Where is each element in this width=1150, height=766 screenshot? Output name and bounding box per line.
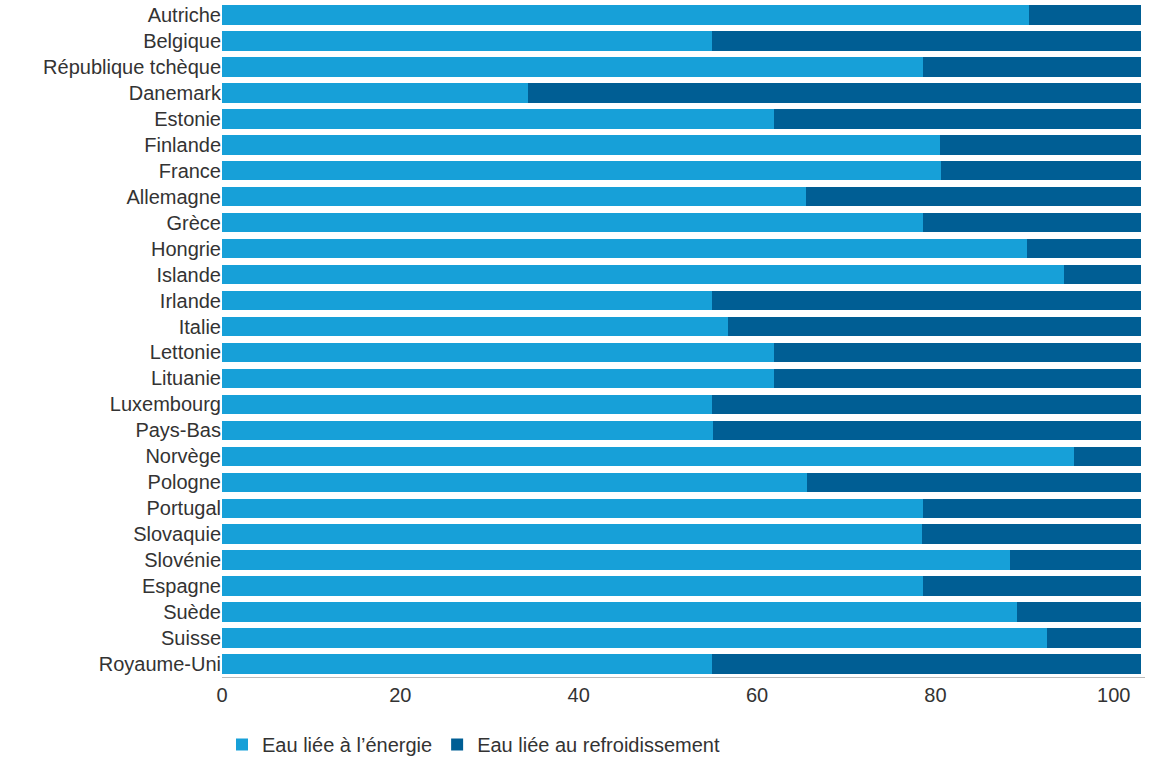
svg-text:Irlande: Irlande xyxy=(160,290,221,312)
svg-text:Hongrie: Hongrie xyxy=(151,238,221,260)
svg-text:Pologne: Pologne xyxy=(148,471,221,493)
svg-text:Pays-Bas: Pays-Bas xyxy=(135,419,221,441)
svg-text:Eau liée au refroidissement: Eau liée au refroidissement xyxy=(477,734,720,756)
svg-text:France: France xyxy=(159,160,221,182)
svg-text:Lettonie: Lettonie xyxy=(150,341,221,363)
svg-text:60: 60 xyxy=(746,684,768,706)
svg-text:Islande: Islande xyxy=(157,264,222,286)
svg-text:Grèce: Grèce xyxy=(167,212,221,234)
svg-text:Autriche: Autriche xyxy=(148,4,221,26)
svg-text:Slovénie: Slovénie xyxy=(144,549,221,571)
svg-text:Lituanie: Lituanie xyxy=(151,367,221,389)
svg-text:République tchèque: République tchèque xyxy=(43,56,221,78)
svg-text:0: 0 xyxy=(216,684,227,706)
svg-text:100: 100 xyxy=(1097,684,1130,706)
svg-text:Danemark: Danemark xyxy=(129,82,222,104)
svg-text:Norvège: Norvège xyxy=(145,445,221,467)
svg-text:Suisse: Suisse xyxy=(161,627,221,649)
svg-text:40: 40 xyxy=(568,684,590,706)
svg-text:Eau liée à l’énergie: Eau liée à l’énergie xyxy=(262,734,432,756)
svg-text:Belgique: Belgique xyxy=(143,30,221,52)
svg-text:Royaume-Uni: Royaume-Uni xyxy=(99,653,221,675)
svg-text:Finlande: Finlande xyxy=(144,134,221,156)
svg-text:20: 20 xyxy=(389,684,411,706)
svg-text:Slovaquie: Slovaquie xyxy=(133,523,221,545)
svg-text:Espagne: Espagne xyxy=(142,575,221,597)
svg-text:Estonie: Estonie xyxy=(154,108,221,130)
svg-text:80: 80 xyxy=(924,684,946,706)
svg-text:Italie: Italie xyxy=(179,316,221,338)
svg-text:Allemagne: Allemagne xyxy=(126,186,221,208)
svg-text:Luxembourg: Luxembourg xyxy=(110,393,221,415)
svg-text:Suède: Suède xyxy=(163,601,221,623)
svg-text:Portugal: Portugal xyxy=(147,497,222,519)
